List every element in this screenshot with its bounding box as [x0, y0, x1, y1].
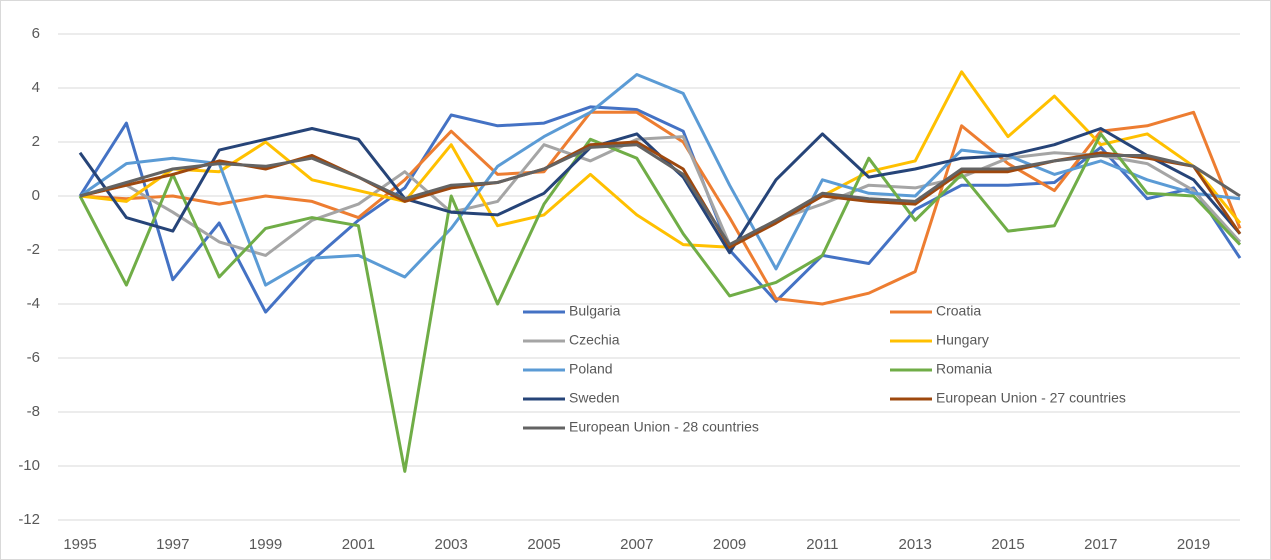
- y-tick-label: 2: [32, 133, 40, 150]
- y-tick-label: -8: [27, 403, 40, 420]
- x-tick-label: 2007: [620, 536, 653, 553]
- series-line: [78, 132, 1242, 473]
- x-tick-label: 2017: [1084, 536, 1117, 553]
- series-line: [79, 143, 1241, 247]
- y-tick-label: 0: [32, 187, 40, 204]
- legend-label: Hungary: [936, 332, 989, 348]
- legend-label: Romania: [936, 361, 992, 377]
- y-tick-label: -4: [27, 295, 40, 312]
- x-tick-label: 2011: [806, 536, 838, 553]
- series-line: [78, 105, 1242, 314]
- x-tick-label: 1995: [63, 536, 96, 553]
- x-tick-label: 2009: [713, 536, 746, 553]
- x-tick-label: 1997: [156, 536, 189, 553]
- y-tick-label: 4: [32, 79, 40, 96]
- series-line: [79, 135, 1242, 257]
- x-tick-label: 2015: [991, 536, 1024, 553]
- legend-label: Poland: [569, 361, 613, 377]
- series-line: [79, 73, 1241, 287]
- x-tick-label: 2001: [342, 536, 375, 553]
- legend-label: European Union - 27 countries: [936, 390, 1126, 406]
- legend-label: Croatia: [936, 303, 981, 319]
- series-line: [79, 70, 1242, 249]
- x-tick-label: 2003: [435, 536, 468, 553]
- y-tick-label: -6: [27, 349, 40, 366]
- y-tick-label: 6: [32, 25, 40, 42]
- series-line: [79, 110, 1242, 306]
- x-tick-label: 2013: [899, 536, 932, 553]
- legend-label: Sweden: [569, 390, 620, 406]
- x-tick-label: 1999: [249, 536, 282, 553]
- y-tick-label: -10: [18, 457, 40, 474]
- y-tick-label: -2: [27, 241, 40, 258]
- x-tick-label: 2005: [527, 536, 560, 553]
- legend-label: Bulgaria: [569, 303, 621, 319]
- legend-label: Czechia: [569, 332, 620, 348]
- y-tick-label: -12: [18, 511, 40, 528]
- x-tick-label: 2019: [1177, 536, 1210, 553]
- legend-label: European Union - 28 countries: [569, 419, 759, 435]
